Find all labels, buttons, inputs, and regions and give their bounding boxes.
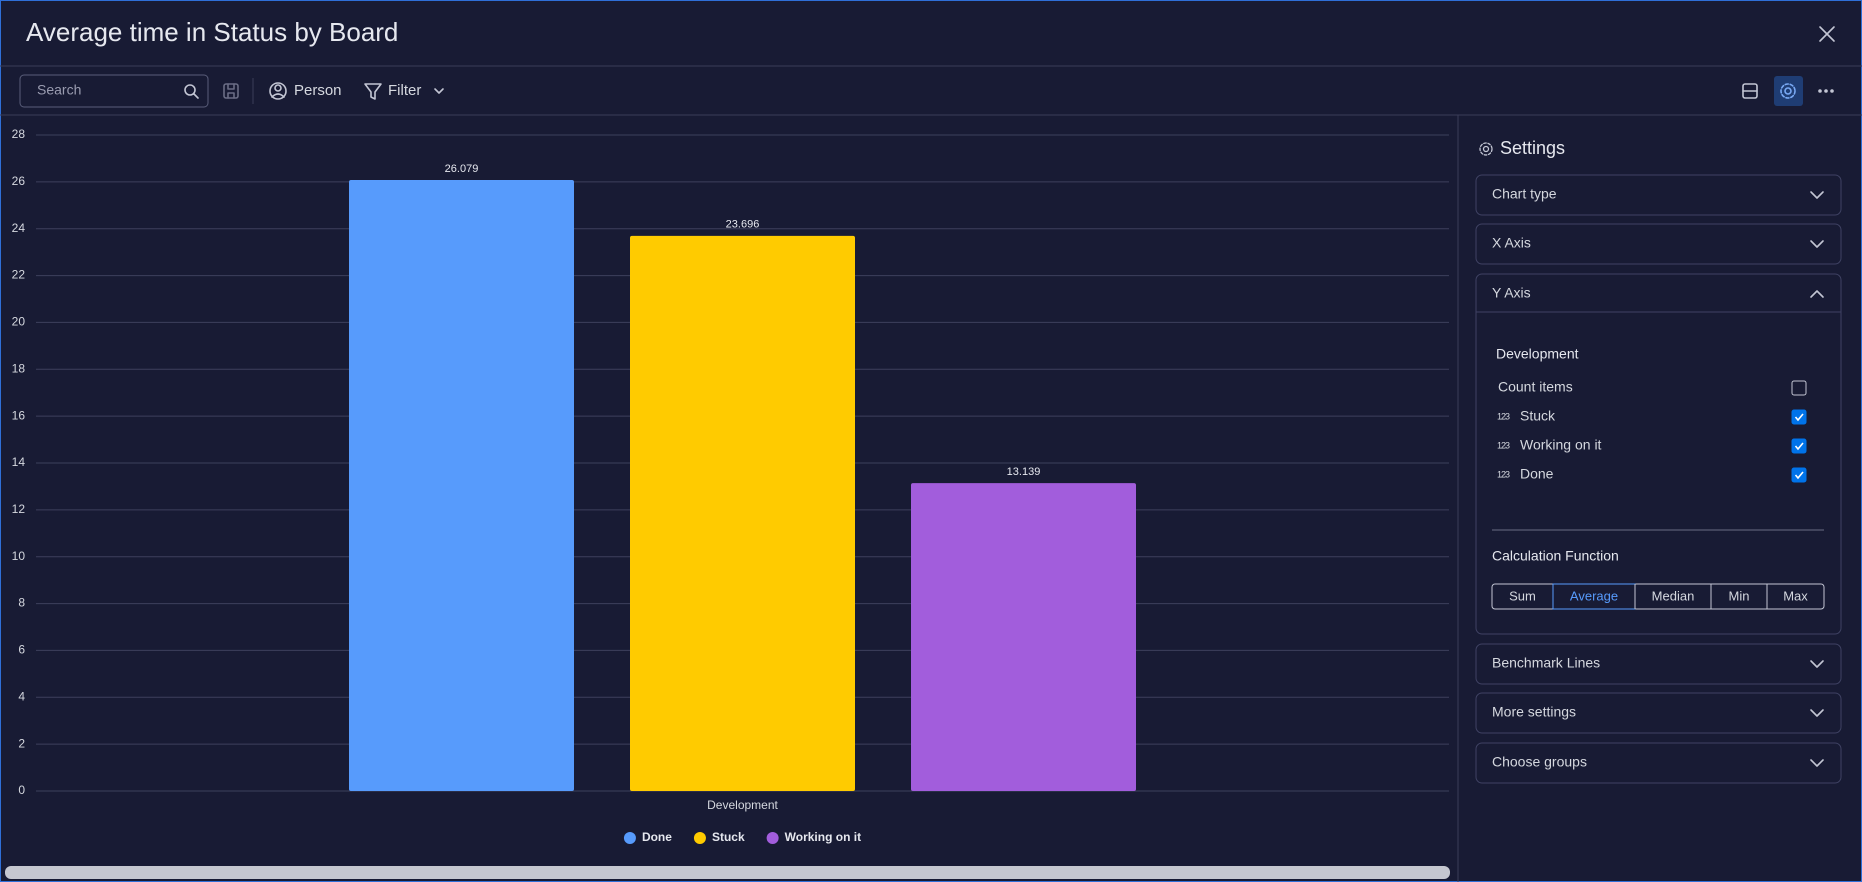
y-tick-label: 26 bbox=[12, 174, 26, 188]
item-label: Working on it bbox=[1520, 437, 1602, 453]
settings-panel: Chart type X Axis Y Axis Benchmark Lines Mor… bbox=[1475, 174, 1842, 784]
y-tick-label: 10 bbox=[12, 549, 26, 563]
search-icon bbox=[184, 84, 199, 99]
item-label: Count items bbox=[1498, 379, 1573, 395]
value-label: 13.139 bbox=[1007, 466, 1041, 478]
value-label: 23.696 bbox=[726, 219, 760, 231]
section-title[interactable]: Benchmark Lines bbox=[1492, 655, 1600, 671]
calc-title: Calculation Function bbox=[1492, 548, 1619, 564]
person-icon bbox=[269, 82, 287, 100]
gear-icon bbox=[1780, 83, 1796, 99]
legend-label[interactable]: Stuck bbox=[712, 830, 745, 844]
expand-chevron[interactable] bbox=[1810, 240, 1824, 248]
page-title: Average time in Status by Board bbox=[26, 17, 398, 47]
value-label: 26.079 bbox=[445, 163, 479, 175]
section-title[interactable]: Choose groups bbox=[1492, 754, 1587, 770]
y-tick-label: 12 bbox=[12, 502, 26, 516]
expand-chevron[interactable] bbox=[1810, 191, 1824, 199]
person-button[interactable]: Person bbox=[294, 82, 342, 99]
function-button[interactable]: Max bbox=[1783, 588, 1808, 603]
y-tick-label: 22 bbox=[12, 268, 26, 282]
function-button[interactable]: Average bbox=[1570, 588, 1618, 603]
filter-chevron[interactable] bbox=[434, 88, 444, 94]
y-tick-label: 24 bbox=[12, 221, 26, 235]
item-label: Stuck bbox=[1520, 408, 1556, 424]
bar bbox=[349, 180, 574, 791]
numeric-icon: 123 bbox=[1497, 440, 1510, 450]
section-title[interactable]: Chart type bbox=[1492, 186, 1557, 202]
checkmark bbox=[1794, 442, 1804, 451]
section-title[interactable]: More settings bbox=[1492, 704, 1576, 720]
settings-section bbox=[1475, 223, 1842, 265]
y-tick-label: 18 bbox=[12, 361, 26, 375]
checkbox[interactable] bbox=[1791, 438, 1807, 454]
function-button[interactable]: Sum bbox=[1509, 588, 1536, 603]
y-tick-label: 6 bbox=[18, 643, 25, 657]
y-tick-label: 16 bbox=[12, 408, 26, 422]
settings-section bbox=[1475, 692, 1842, 734]
y-tick-label: 14 bbox=[12, 455, 26, 469]
scrollbar[interactable] bbox=[5, 866, 1450, 879]
function-button[interactable]: Min bbox=[1729, 588, 1750, 603]
chart: 024681012141618202224262826.07923.69613.… bbox=[12, 127, 1449, 844]
layout-icon[interactable] bbox=[1742, 83, 1758, 99]
function-group bbox=[1491, 583, 1825, 610]
search-box[interactable] bbox=[19, 74, 209, 108]
settings-toggle[interactable] bbox=[1774, 76, 1803, 106]
expand-chevron[interactable] bbox=[1810, 759, 1824, 767]
save-icon[interactable] bbox=[223, 83, 239, 99]
numeric-icon: 123 bbox=[1497, 469, 1510, 479]
legend-marker bbox=[766, 832, 779, 844]
filter-icon bbox=[364, 83, 382, 100]
bar bbox=[630, 235, 855, 792]
checkbox[interactable] bbox=[1791, 380, 1807, 396]
section-title[interactable]: Y Axis bbox=[1492, 285, 1531, 301]
search-placeholder: Search bbox=[37, 82, 81, 98]
numeric-icon: 123 bbox=[1497, 411, 1510, 421]
settings-section bbox=[1475, 273, 1842, 635]
checkmark bbox=[1794, 413, 1804, 422]
checkbox[interactable] bbox=[1791, 409, 1807, 425]
checkbox[interactable] bbox=[1791, 467, 1807, 483]
more-menu[interactable] bbox=[1818, 89, 1834, 93]
item-label: Done bbox=[1520, 466, 1554, 482]
function-button[interactable]: Median bbox=[1652, 588, 1695, 603]
x-tick-label: Development bbox=[707, 798, 778, 812]
section-title[interactable]: X Axis bbox=[1492, 235, 1531, 251]
settings-section bbox=[1475, 742, 1842, 784]
legend-label[interactable]: Working on it bbox=[785, 830, 861, 844]
collapse-chevron[interactable] bbox=[1810, 290, 1824, 298]
legend-marker bbox=[623, 832, 636, 844]
expand-chevron[interactable] bbox=[1810, 709, 1824, 717]
close-button[interactable] bbox=[1819, 26, 1835, 42]
legend-marker bbox=[693, 832, 706, 844]
y-tick-label: 4 bbox=[18, 689, 25, 703]
y-tick-label: 0 bbox=[18, 783, 25, 797]
filter-button[interactable]: Filter bbox=[388, 82, 421, 99]
settings-icon bbox=[1479, 142, 1493, 156]
legend-label[interactable]: Done bbox=[642, 830, 672, 844]
group-title: Development bbox=[1496, 346, 1579, 362]
settings-title: Settings bbox=[1500, 138, 1565, 158]
expand-chevron[interactable] bbox=[1810, 660, 1824, 668]
y-tick-label: 20 bbox=[12, 315, 26, 329]
settings-section bbox=[1475, 174, 1842, 216]
y-tick-label: 2 bbox=[18, 736, 25, 750]
y-tick-label: 8 bbox=[18, 596, 25, 610]
y-tick-label: 28 bbox=[12, 127, 26, 141]
bar bbox=[911, 483, 1136, 791]
settings-section bbox=[1475, 643, 1842, 685]
checkmark bbox=[1794, 471, 1804, 480]
